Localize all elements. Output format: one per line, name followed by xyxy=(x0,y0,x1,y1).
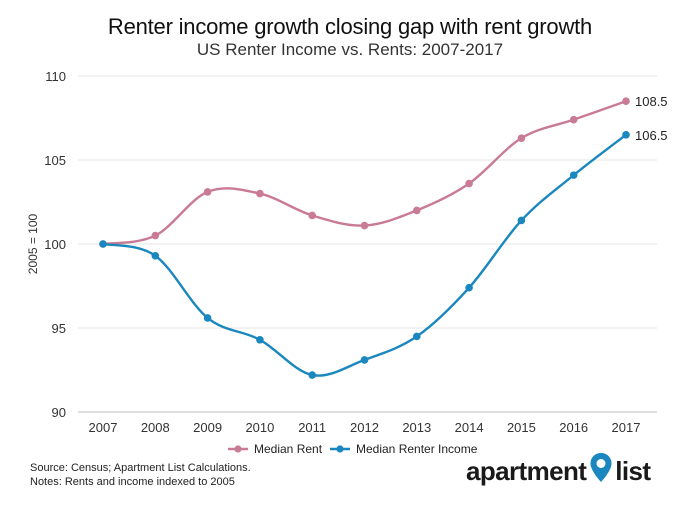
median-rent-point xyxy=(151,231,160,240)
x-tick-label: 2015 xyxy=(507,420,536,435)
notes-text: Notes: Rents and income indexed to 2005 xyxy=(30,476,235,488)
median-renter-income-point xyxy=(413,332,421,341)
source-text: Source: Census; Apartment List Calculati… xyxy=(30,462,251,474)
median-rent-point xyxy=(308,211,317,220)
legend-label-median-renter-income: Median Renter Income xyxy=(356,442,478,456)
median-renter-income-point xyxy=(203,314,212,322)
legend-label-median-rent: Median Rent xyxy=(254,442,323,456)
x-tick-label: 2013 xyxy=(402,420,431,435)
x-tick-label: 2014 xyxy=(455,420,484,435)
median-rent-point xyxy=(256,189,264,198)
x-tick-label: 2008 xyxy=(141,420,170,435)
x-tick-label: 2009 xyxy=(193,420,222,435)
median-renter-income-line xyxy=(102,133,627,377)
source-notes: Source: Census; Apartment List Calculati… xyxy=(30,461,251,489)
x-tick-label: 2017 xyxy=(612,420,641,435)
y-tick-label: 90 xyxy=(52,405,66,420)
median-renter-income-point xyxy=(308,371,317,379)
median-renter-income-point xyxy=(151,251,160,260)
legend: Median Rent Median Renter Income xyxy=(228,442,478,456)
median-rent-point xyxy=(360,221,369,230)
y-tick-label: 110 xyxy=(45,69,66,84)
logo-text-apartment: apartment xyxy=(466,456,587,486)
median-renter-income-end-label: 106.5 xyxy=(635,128,668,143)
median-renter-income-point xyxy=(517,216,526,225)
series: 108.5 106.5 xyxy=(99,94,668,379)
logo-text-list: list xyxy=(615,456,651,486)
median-renter-income-point xyxy=(569,171,578,179)
y-tick-label: 95 xyxy=(52,321,66,336)
axes: 90 95 100 105 110 2007 2008 2009 2010 2011 2012 201… xyxy=(26,69,657,435)
median-renter-income-point xyxy=(360,356,369,364)
median-rent-point xyxy=(203,188,212,196)
y-tick-label: 105 xyxy=(44,153,66,168)
x-tick-label: 2016 xyxy=(559,420,588,435)
x-tick-label: 2010 xyxy=(245,420,274,435)
median-renter-income-point xyxy=(256,335,264,344)
legend-marker-median-rent xyxy=(234,445,242,453)
median-rent-point xyxy=(622,97,630,105)
median-renter-income-point xyxy=(99,240,107,248)
median-rent-point xyxy=(517,134,526,142)
x-tick-label: 2012 xyxy=(350,420,379,435)
apartment-list-logo: apartment list xyxy=(466,452,651,491)
median-rent-point xyxy=(413,206,421,215)
x-tick-label: 2011 xyxy=(298,420,326,435)
chart-title: Renter income growth closing gap with re… xyxy=(107,14,593,39)
y-tick-label: 100 xyxy=(44,237,66,252)
grid xyxy=(78,75,657,329)
y-axis-label: 2005 = 100 xyxy=(26,213,40,274)
median-renter-income-point xyxy=(465,283,473,292)
x-tick-label: 2007 xyxy=(89,420,118,435)
map-pin-icon xyxy=(589,452,613,491)
median-rent-point xyxy=(465,179,473,188)
chart-subtitle: US Renter Income vs. Rents: 2007-2017 xyxy=(196,40,504,59)
median-renter-income-point xyxy=(622,131,630,139)
legend-marker-median-renter-income xyxy=(336,445,344,453)
median-rent-end-label: 108.5 xyxy=(635,94,668,109)
median-rent-point xyxy=(569,115,578,124)
